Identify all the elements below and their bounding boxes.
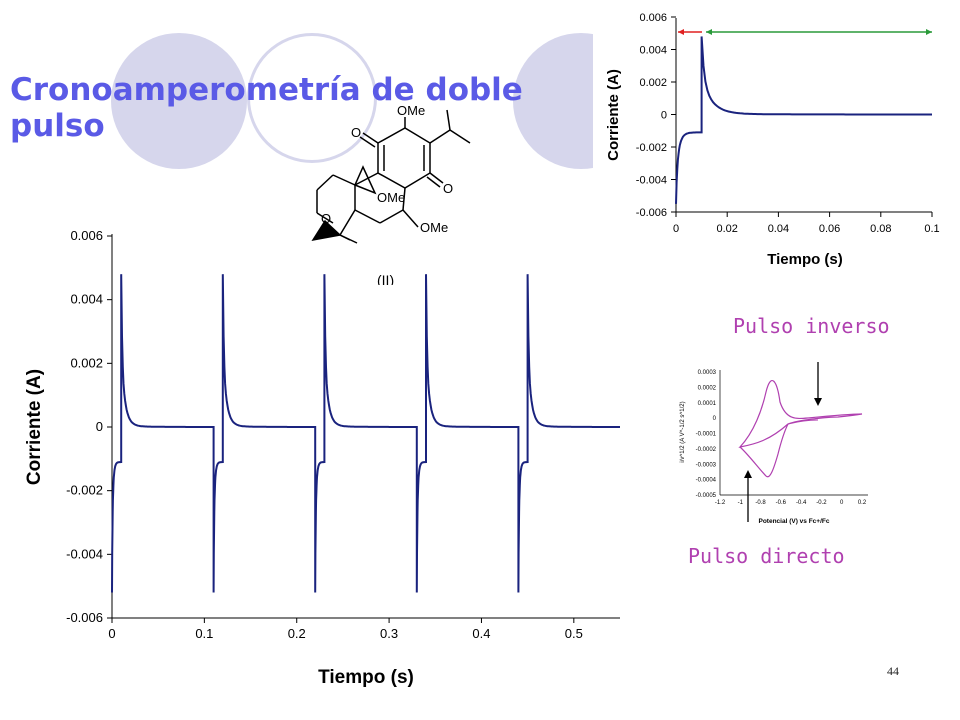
y-tick-label: 0.006: [639, 12, 667, 24]
y-tick-label: -0.004: [636, 175, 667, 187]
cv-y-tick: 0.0003: [698, 370, 717, 376]
cv-y-tick: -0.0005: [696, 493, 717, 499]
y-tick-label: -0.002: [636, 142, 667, 154]
cv-x-label: Potencial (V) vs Fc+/Fc: [759, 518, 830, 525]
cv-y-tick: -0.0003: [696, 462, 717, 468]
x-tick-label: 0.1: [195, 626, 213, 641]
inset-chronoamperogram: 0.006 0.004 0.002 0 -0.002 -0.004 -0.006 0 0.02 0…: [605, 12, 940, 268]
cv-x-tick: 0: [840, 500, 844, 506]
cv-y-label: i/v^1/2 (A V^-1/2 s^1/2): [680, 401, 686, 462]
cv-y-tick: -0.0001: [696, 432, 717, 438]
y-tick-label: 0.004: [70, 292, 103, 307]
cv-y-tick: 0.0002: [698, 385, 717, 391]
y-tick-label: 0.002: [70, 355, 103, 370]
inset-x-axis-title: Tiempo (s): [767, 251, 843, 268]
y-tick-label: -0.006: [66, 610, 103, 625]
x-tick-label: 0.06: [819, 223, 840, 235]
cyclic-voltammogram: 0.0003 0.0002 0.0001 0 -0.0001 -0.0002 -0.0003…: [680, 362, 868, 525]
y-tick-label: 0.006: [70, 228, 103, 243]
cv-y-tick: 0.0001: [698, 401, 717, 407]
compound-label: (II): [377, 272, 394, 285]
x-axis-title: Tiempo (s): [318, 667, 414, 688]
current-trace: [111, 274, 620, 593]
molecule-atom-ome-bottom: OMe: [420, 220, 448, 235]
decor-circle-1: [111, 33, 247, 169]
main-chronoamperogram: 0.006 0.004 0.002 0 -0.002 -0.004 -0.006 0 0.1 0.…: [24, 228, 620, 688]
page-number: 44: [887, 664, 899, 678]
molecule-atom-o-ring: O: [321, 211, 331, 226]
molecule-atom-o-left: O: [351, 125, 361, 140]
cv-x-tick: -1: [738, 500, 744, 506]
x-tick-label: 0.02: [716, 223, 737, 235]
cv-y-tick: -0.0004: [696, 478, 717, 484]
cv-x-tick: -0.4: [796, 500, 807, 506]
reverse-pulse-label: Pulso inverso: [733, 314, 890, 338]
forward-pulse-arrowhead: [678, 29, 684, 35]
cv-y-tick: 0: [713, 416, 717, 422]
y-axis-title: Corriente (A): [24, 369, 45, 485]
slide-title: Cronoamperometría de doble pulso: [10, 72, 523, 144]
y-tick-label: 0.004: [639, 45, 667, 57]
y-tick-label: 0: [661, 110, 667, 122]
decor-circle-2: [247, 33, 377, 163]
x-tick-label: 0.1: [924, 223, 939, 235]
cv-curve: [738, 379, 863, 448]
reverse-pulse-arrowtail: [706, 29, 712, 35]
cv-x-tick: -0.6: [776, 500, 787, 506]
molecule-structure: OMe O O O OMe OMe (II): [311, 103, 471, 285]
cv-y-tick: -0.0002: [696, 447, 717, 453]
molecule-atom-o-right: O: [443, 181, 453, 196]
inset-y-axis-title: Corriente (A): [605, 69, 622, 161]
y-tick-label: -0.004: [66, 546, 103, 561]
cv-x-tick: 0.2: [858, 500, 867, 506]
y-tick-label: 0.002: [639, 77, 667, 89]
inset-current-trace: [675, 36, 932, 204]
y-tick-label: -0.002: [66, 483, 103, 498]
x-tick-label: 0.5: [565, 626, 583, 641]
reverse-pulse-arrowhead: [926, 29, 932, 35]
x-tick-label: 0.2: [288, 626, 306, 641]
molecule-atom-ome-mid: OMe: [377, 190, 405, 205]
cv-x-tick: -1.2: [715, 500, 726, 506]
x-tick-label: 0.08: [870, 223, 891, 235]
x-tick-label: 0.3: [380, 626, 398, 641]
y-tick-label: 0: [96, 419, 103, 434]
x-tick-label: 0.4: [472, 626, 490, 641]
y-tick-label: -0.006: [636, 207, 667, 219]
cv-x-tick: -0.2: [816, 500, 827, 506]
x-tick-label: 0: [673, 223, 679, 235]
x-tick-label: 0: [108, 626, 115, 641]
x-tick-label: 0.04: [768, 223, 789, 235]
molecule-atom-ome-top: OMe: [397, 103, 425, 118]
decor-mask: [593, 0, 960, 300]
cv-x-tick: -0.8: [755, 500, 766, 506]
forward-pulse-label: Pulso directo: [688, 544, 845, 568]
